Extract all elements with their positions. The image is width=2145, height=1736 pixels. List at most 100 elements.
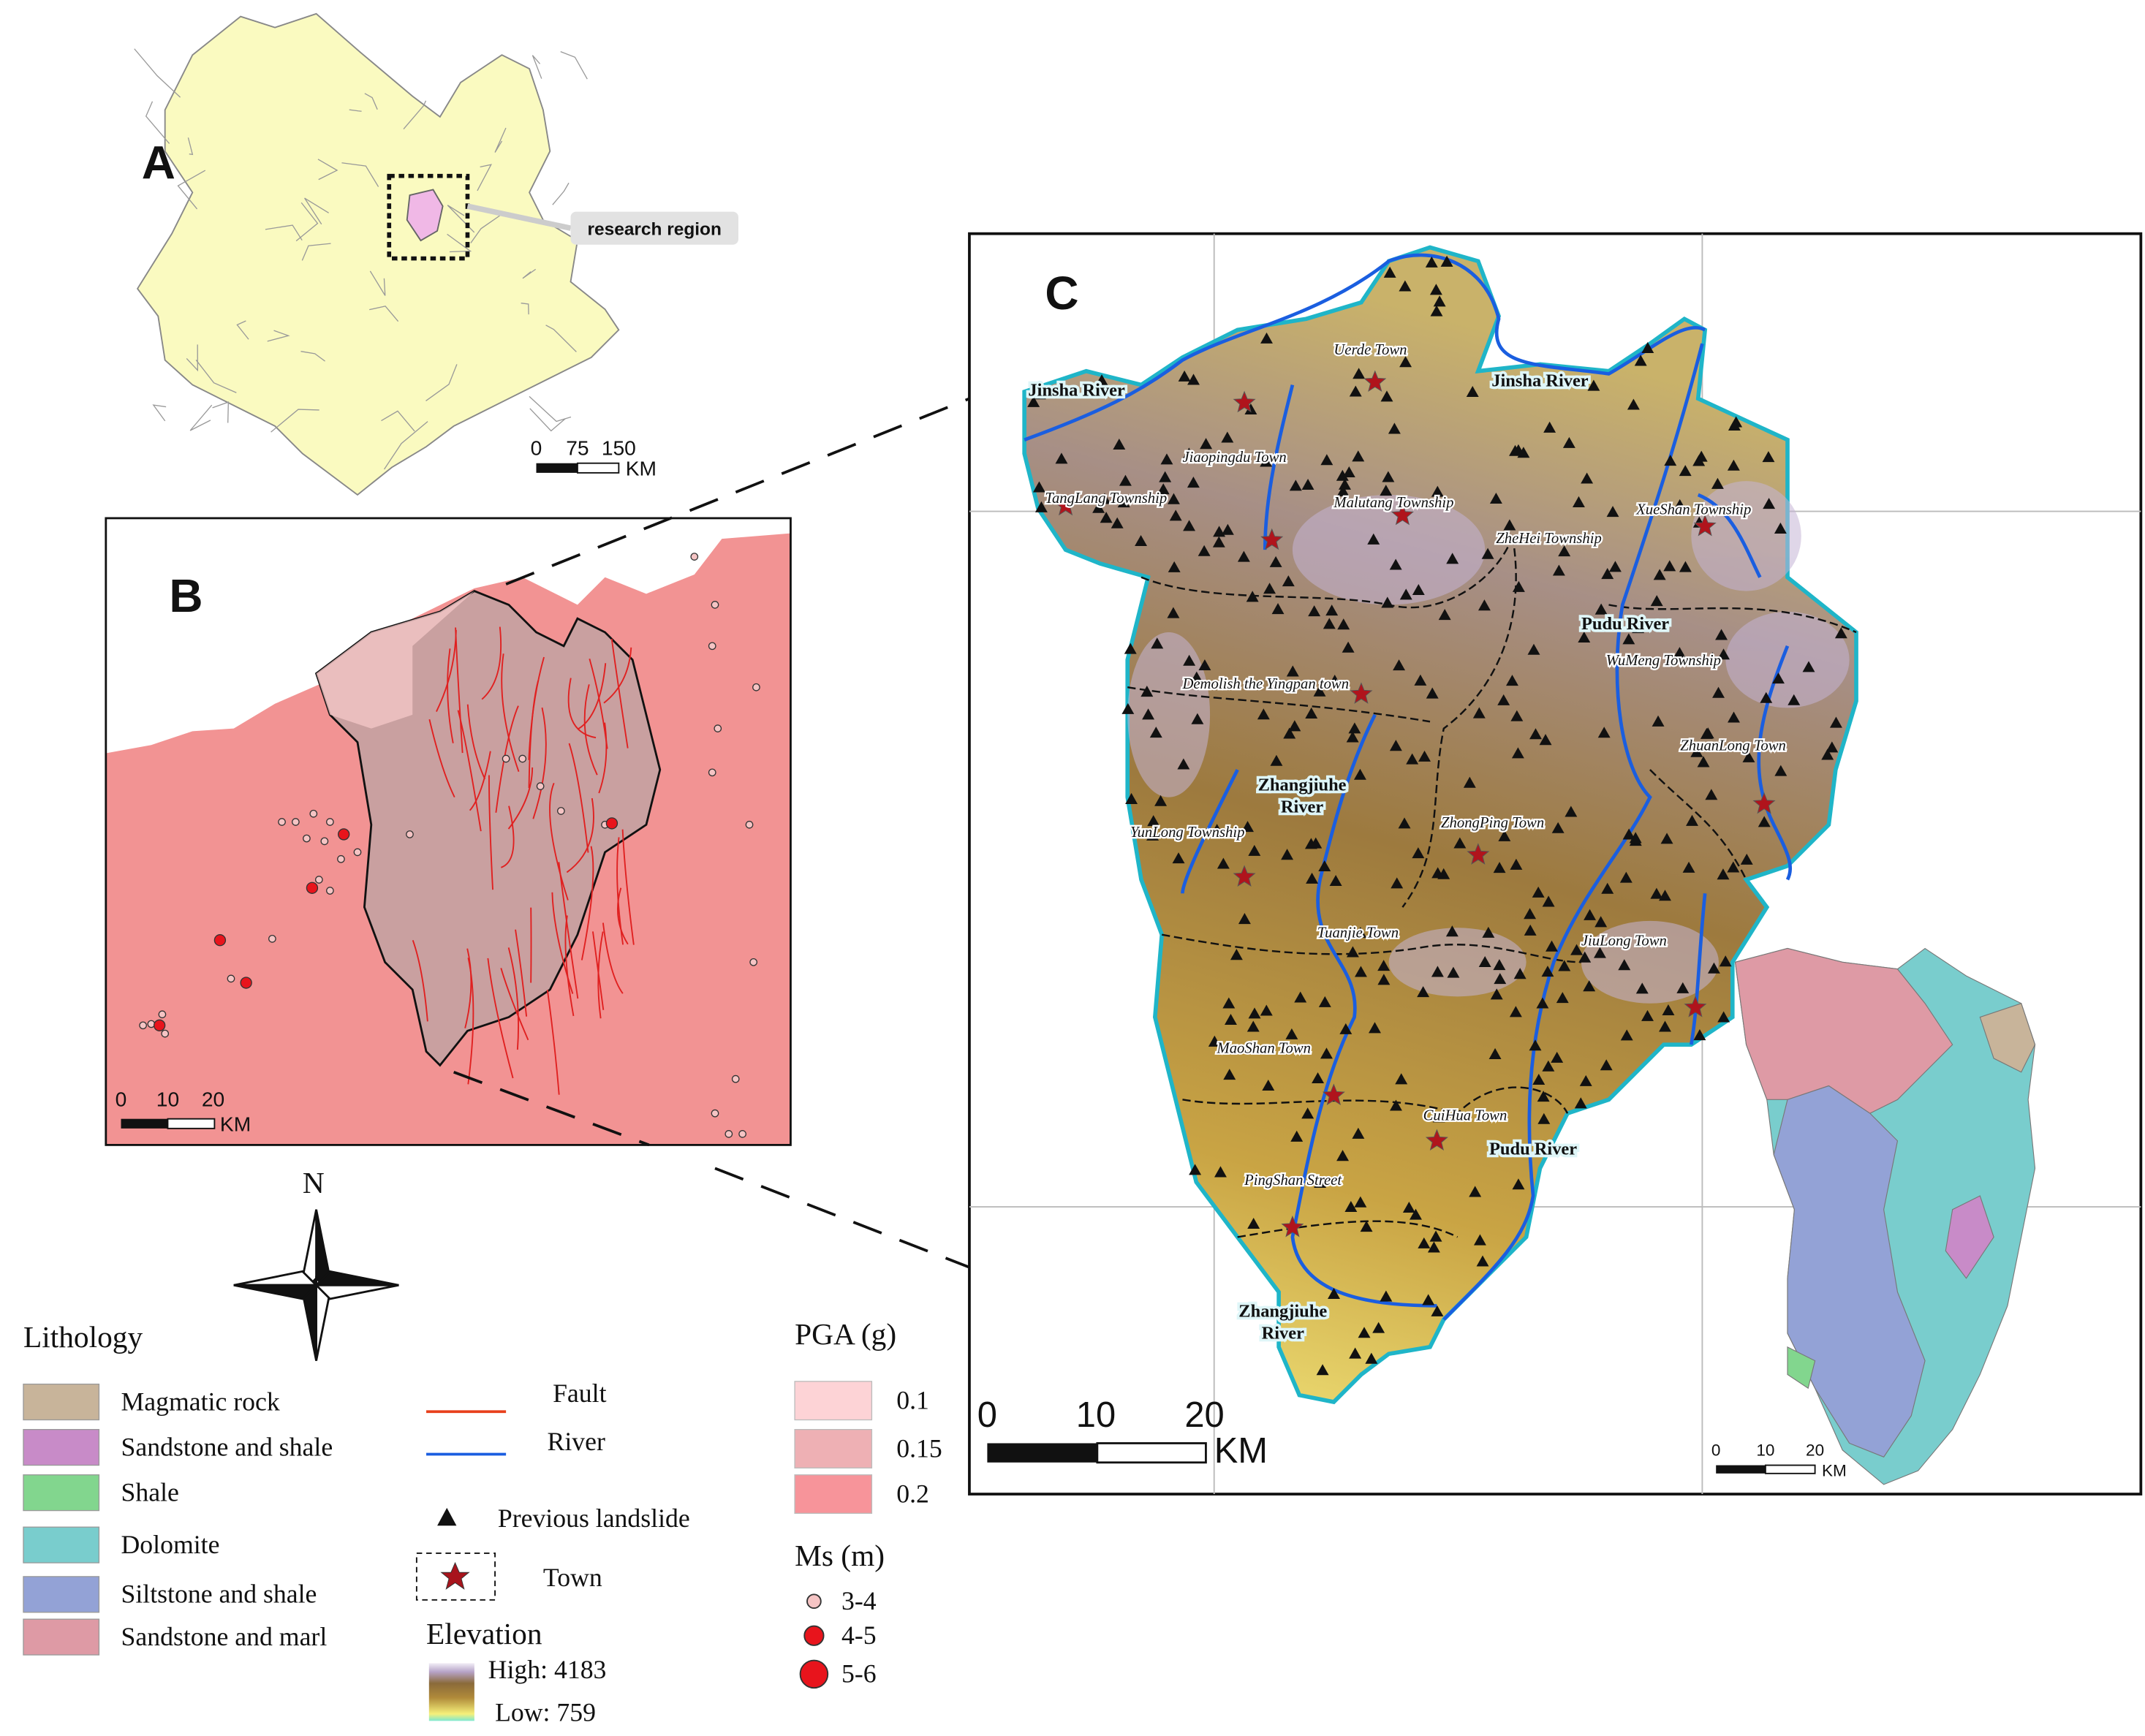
landslide-marker bbox=[1354, 927, 1367, 939]
landslide-marker bbox=[1113, 438, 1126, 450]
landslide-marker bbox=[1481, 547, 1494, 559]
research-region-shape bbox=[406, 189, 444, 242]
landslide-marker bbox=[1177, 758, 1190, 770]
county-line bbox=[477, 164, 493, 192]
legend-label: 0.1 bbox=[896, 1385, 929, 1414]
landslide-marker bbox=[1167, 493, 1180, 504]
town-label: ZheHei Township bbox=[1496, 531, 1602, 547]
landslide-marker bbox=[1529, 1039, 1542, 1051]
town-star bbox=[1425, 1129, 1448, 1151]
landslide-marker bbox=[1712, 686, 1725, 698]
earthquake-small bbox=[337, 854, 345, 863]
landslide-marker bbox=[1659, 890, 1671, 901]
landslide-marker bbox=[1660, 833, 1673, 844]
earthquake-small bbox=[353, 848, 362, 857]
landslide-marker bbox=[1306, 872, 1319, 884]
landslide-marker bbox=[1445, 925, 1459, 937]
landslide-marker bbox=[1601, 882, 1614, 894]
landslide-marker bbox=[1111, 517, 1124, 528]
landslide-marker bbox=[1774, 522, 1787, 534]
town-label: ZhongPing Town bbox=[1441, 815, 1544, 831]
landslide-marker bbox=[1412, 847, 1425, 859]
landslide-marker bbox=[1221, 523, 1234, 535]
landslide-marker bbox=[1429, 1230, 1442, 1242]
earthquake-small bbox=[738, 1130, 746, 1138]
landslide-marker bbox=[1372, 1322, 1385, 1333]
landslide-marker bbox=[1476, 1255, 1489, 1267]
landslide-marker bbox=[1593, 947, 1606, 958]
river-label: River bbox=[1281, 797, 1324, 816]
landslide-marker bbox=[1187, 374, 1200, 385]
scale-bar-white bbox=[1096, 1442, 1207, 1464]
landslide-marker bbox=[1532, 886, 1545, 898]
landslide-marker bbox=[1399, 280, 1412, 292]
landslide-marker bbox=[1282, 575, 1295, 587]
county-line bbox=[317, 159, 338, 181]
county-line bbox=[381, 410, 415, 432]
landslide-marker bbox=[1398, 817, 1411, 829]
earthquake-small bbox=[708, 642, 716, 651]
landslide-marker bbox=[1395, 1073, 1408, 1085]
landslide-marker bbox=[1336, 469, 1349, 481]
landslide-marker bbox=[1546, 940, 1558, 952]
county-line bbox=[236, 320, 249, 340]
fault-line bbox=[495, 705, 519, 813]
landslide-marker bbox=[1513, 968, 1527, 979]
landslide-marker bbox=[1431, 966, 1444, 977]
landslide-marker bbox=[1172, 852, 1185, 864]
landslide-marker bbox=[1159, 471, 1172, 482]
landslide-marker bbox=[1328, 1287, 1340, 1299]
earthquake-small bbox=[711, 601, 719, 609]
landslide-marker bbox=[1318, 996, 1331, 1007]
landslide-marker bbox=[1169, 509, 1182, 521]
county-line bbox=[152, 404, 167, 422]
landslide-marker bbox=[1574, 1097, 1587, 1109]
earthquake-small bbox=[309, 809, 318, 818]
scale-tick-label: 20 bbox=[202, 1088, 224, 1111]
scale-tick-label: 10 bbox=[1756, 1441, 1774, 1459]
landslide-marker bbox=[1509, 1006, 1522, 1017]
landslide-marker bbox=[1418, 750, 1431, 762]
pga-zone-low bbox=[316, 591, 474, 729]
landslide-marker bbox=[1641, 341, 1654, 353]
landslide-marker bbox=[1377, 960, 1391, 971]
landslide-marker bbox=[1706, 652, 1719, 664]
landslide-marker bbox=[1717, 648, 1730, 660]
scale-bar-black bbox=[121, 1118, 168, 1129]
landslide-marker bbox=[1608, 561, 1622, 572]
town-star bbox=[1233, 390, 1256, 413]
fault-line bbox=[488, 775, 493, 890]
landslide-marker bbox=[1510, 710, 1524, 721]
landslide-marker bbox=[1178, 370, 1191, 382]
landslide-marker bbox=[1198, 545, 1211, 556]
landslide-marker bbox=[1772, 672, 1785, 684]
landslide-marker bbox=[1247, 1217, 1260, 1229]
town-star bbox=[1054, 493, 1078, 516]
landslide-marker bbox=[1190, 671, 1203, 683]
pga-swatch bbox=[794, 1429, 873, 1468]
landslide-marker bbox=[1125, 792, 1138, 804]
landslide-marker bbox=[1314, 1176, 1327, 1188]
landslide-marker bbox=[1629, 832, 1642, 844]
landslide-marker bbox=[1294, 991, 1307, 1003]
fault-line bbox=[564, 915, 575, 1017]
township-boundaries bbox=[1127, 535, 1857, 1238]
fault-line bbox=[610, 638, 629, 748]
legend-title: Lithology bbox=[23, 1320, 143, 1354]
landslide-marker bbox=[1551, 822, 1565, 833]
landslide-marker bbox=[1653, 569, 1666, 580]
landslide-marker bbox=[1402, 1201, 1415, 1213]
fault-line bbox=[500, 968, 529, 1041]
landslide-marker bbox=[1140, 686, 1154, 697]
landslide-marker bbox=[1187, 477, 1200, 488]
landslide-marker bbox=[1344, 1200, 1358, 1213]
landslide-marker bbox=[1263, 583, 1276, 594]
fault-line bbox=[467, 958, 474, 1085]
fault-line bbox=[549, 782, 569, 901]
fault-line bbox=[617, 887, 629, 945]
callout-label: research region bbox=[588, 220, 722, 240]
scale-tick-label: 10 bbox=[156, 1088, 179, 1111]
county-line bbox=[186, 344, 198, 372]
landslide-marker bbox=[1551, 1051, 1564, 1063]
landslide-marker bbox=[1260, 1004, 1273, 1016]
